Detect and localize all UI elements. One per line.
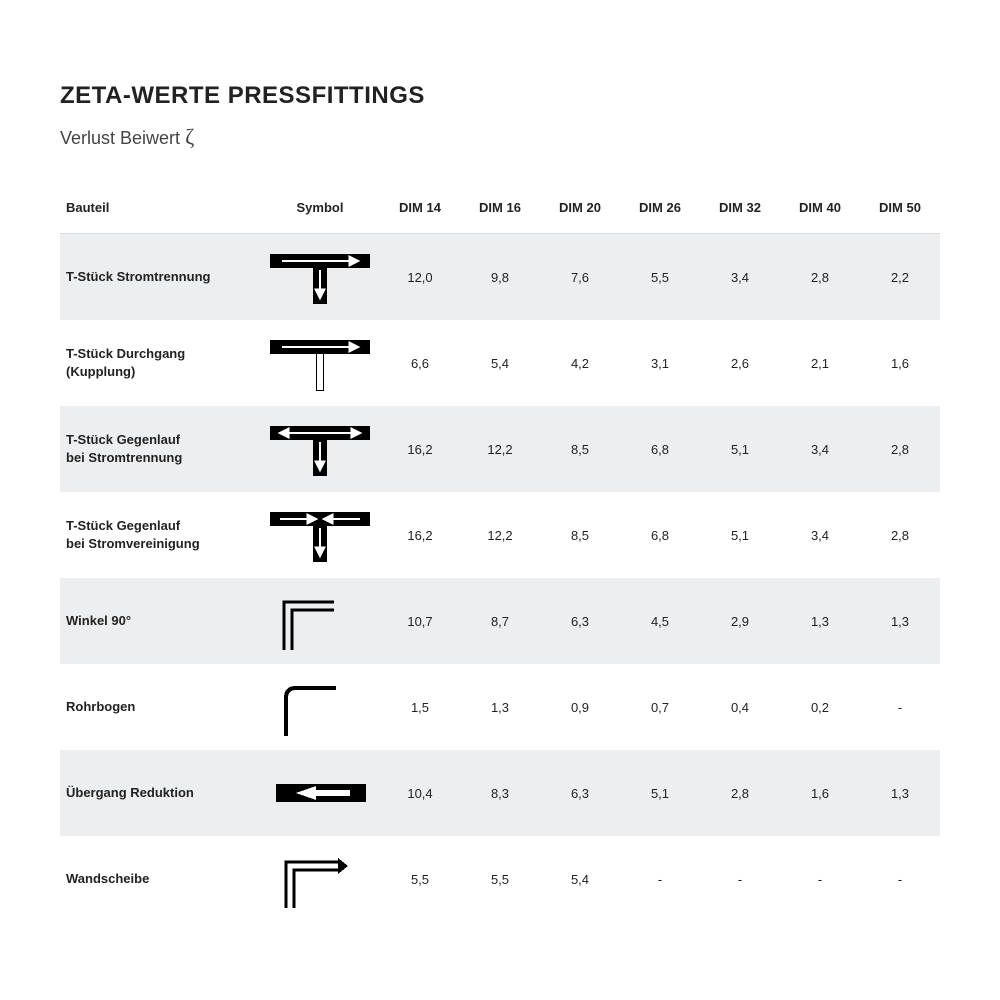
cell-value: 10,4 (380, 750, 460, 836)
cell-value: 1,6 (860, 320, 940, 406)
cell-value: 3,4 (700, 234, 780, 321)
col-dim14: DIM 14 (380, 190, 460, 234)
cell-value: 0,4 (700, 664, 780, 750)
zeta-table: Bauteil Symbol DIM 14 DIM 16 DIM 20 DIM … (60, 190, 940, 922)
cell-value: 6,8 (620, 492, 700, 578)
row-label: T-Stück Gegenlaufbei Stromtrennung (60, 406, 260, 492)
table-row: Übergang Reduktion 10,48,36,35,12,81,61,3 (60, 750, 940, 836)
page-title: ZETA-WERTE PRESSFITTINGS (60, 82, 940, 110)
reducer-icon (260, 750, 380, 836)
cell-value: 2,1 (780, 320, 860, 406)
row-label: Wandscheibe (60, 836, 260, 922)
cell-value: 8,5 (540, 492, 620, 578)
cell-value: - (700, 836, 780, 922)
cell-value: 3,4 (780, 406, 860, 492)
cell-value: 6,6 (380, 320, 460, 406)
cell-value: 5,5 (380, 836, 460, 922)
row-label: Winkel 90° (60, 578, 260, 664)
cell-value: 8,3 (460, 750, 540, 836)
col-dim40: DIM 40 (780, 190, 860, 234)
cell-value: 0,7 (620, 664, 700, 750)
cell-value: 2,9 (700, 578, 780, 664)
cell-value: 2,2 (860, 234, 940, 321)
col-bauteil: Bauteil (60, 190, 260, 234)
subtitle-prefix: Verlust Beiwert (60, 128, 185, 148)
cell-value: 3,4 (780, 492, 860, 578)
cell-value: 12,2 (460, 492, 540, 578)
cell-value: 1,3 (460, 664, 540, 750)
tee-through-icon (260, 320, 380, 406)
col-dim20: DIM 20 (540, 190, 620, 234)
col-dim16: DIM 16 (460, 190, 540, 234)
cell-value: 16,2 (380, 406, 460, 492)
cell-value: 7,6 (540, 234, 620, 321)
cell-value: 5,1 (620, 750, 700, 836)
cell-value: 8,5 (540, 406, 620, 492)
cell-value: 2,6 (700, 320, 780, 406)
row-label: T-Stück Gegenlaufbei Stromvereinigung (60, 492, 260, 578)
table-row: T-Stück Durchgang (Kupplung) 6,65,44,23,1… (60, 320, 940, 406)
cell-value: 8,7 (460, 578, 540, 664)
cell-value: 9,8 (460, 234, 540, 321)
cell-value: 6,3 (540, 750, 620, 836)
cell-value: 5,4 (460, 320, 540, 406)
wallplate-icon (260, 836, 380, 922)
table-row: Rohrbogen 1,51,30,90,70,40,2- (60, 664, 940, 750)
cell-value: 1,3 (860, 578, 940, 664)
col-symbol: Symbol (260, 190, 380, 234)
table-header-row: Bauteil Symbol DIM 14 DIM 16 DIM 20 DIM … (60, 190, 940, 234)
cell-value: - (780, 836, 860, 922)
cell-value: 5,4 (540, 836, 620, 922)
zeta-symbol: ζ (185, 124, 194, 149)
tee-counter-join-icon (260, 492, 380, 578)
cell-value: 0,2 (780, 664, 860, 750)
cell-value: 6,3 (540, 578, 620, 664)
cell-value: - (620, 836, 700, 922)
cell-value: - (860, 664, 940, 750)
cell-value: 1,3 (860, 750, 940, 836)
cell-value: 2,8 (700, 750, 780, 836)
subtitle: Verlust Beiwert ζ (60, 124, 940, 150)
table-row: Wandscheibe5,55,55,4---- (60, 836, 940, 922)
cell-value: 5,5 (620, 234, 700, 321)
table-row: T-Stück Gegenlaufbei Stromtrennung 16,212… (60, 406, 940, 492)
elbow90-icon (260, 578, 380, 664)
cell-value: 3,1 (620, 320, 700, 406)
cell-value: 2,8 (860, 406, 940, 492)
row-label: T-Stück Durchgang (Kupplung) (60, 320, 260, 406)
table-row: Winkel 90°10,78,76,34,52,91,31,3 (60, 578, 940, 664)
cell-value: 1,6 (780, 750, 860, 836)
cell-value: 1,5 (380, 664, 460, 750)
cell-value: 4,5 (620, 578, 700, 664)
cell-value: 5,5 (460, 836, 540, 922)
bend-icon (260, 664, 380, 750)
table-row: T-Stück Gegenlaufbei Stromvereinigung 16,… (60, 492, 940, 578)
col-dim26: DIM 26 (620, 190, 700, 234)
col-dim50: DIM 50 (860, 190, 940, 234)
col-dim32: DIM 32 (700, 190, 780, 234)
cell-value: 5,1 (700, 492, 780, 578)
row-label: Rohrbogen (60, 664, 260, 750)
cell-value: 12,2 (460, 406, 540, 492)
tee-counter-sep-icon (260, 406, 380, 492)
cell-value: 2,8 (860, 492, 940, 578)
row-label: Übergang Reduktion (60, 750, 260, 836)
cell-value: 16,2 (380, 492, 460, 578)
row-label: T-Stück Stromtrennung (60, 234, 260, 321)
cell-value: 1,3 (780, 578, 860, 664)
cell-value: 12,0 (380, 234, 460, 321)
cell-value: 2,8 (780, 234, 860, 321)
table-row: T-Stück Stromtrennung 12,09,87,65,53,42,8… (60, 234, 940, 321)
cell-value: 0,9 (540, 664, 620, 750)
cell-value: 10,7 (380, 578, 460, 664)
cell-value: - (860, 836, 940, 922)
cell-value: 6,8 (620, 406, 700, 492)
cell-value: 5,1 (700, 406, 780, 492)
tee-split-icon (260, 234, 380, 321)
cell-value: 4,2 (540, 320, 620, 406)
